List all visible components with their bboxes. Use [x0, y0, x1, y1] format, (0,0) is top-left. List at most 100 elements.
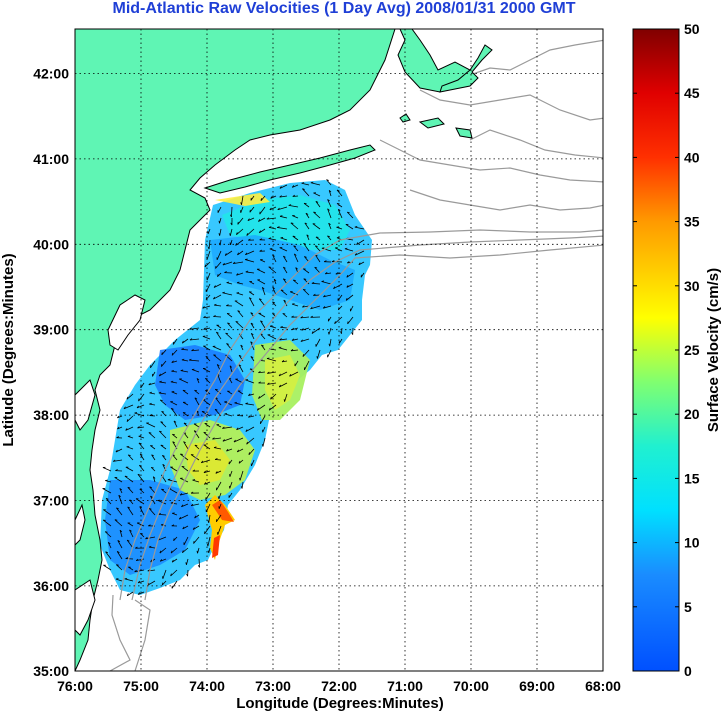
velocity-arrow-head — [335, 272, 339, 275]
velocity-arrow-head — [354, 226, 358, 228]
velocity-arrow-head — [189, 338, 193, 341]
velocity-arrow — [270, 393, 277, 400]
velocity-arrow — [102, 519, 112, 527]
velocity-arrow — [181, 359, 189, 362]
colorbar-label: Surface Velocity (cm/s) — [705, 268, 722, 432]
velocity-arrow-head — [182, 526, 185, 530]
velocity-arrow — [245, 271, 255, 274]
velocity-arrow — [312, 223, 321, 230]
velocity-arrow-head — [256, 407, 259, 411]
velocity-arrow-head — [172, 441, 176, 444]
velocity-arrow-head — [217, 274, 219, 277]
velocity-arrow-head — [240, 202, 242, 205]
velocity-arrow — [196, 378, 200, 384]
velocity-arrow — [158, 513, 167, 516]
velocity-arrow — [205, 356, 211, 362]
velocity-arrow-head — [192, 479, 196, 481]
velocity-arrow — [290, 349, 299, 352]
velocity-arrow — [107, 542, 112, 549]
velocity-arrow — [126, 393, 134, 400]
velocity-arrow — [346, 272, 354, 278]
velocity-arrow — [123, 404, 134, 410]
velocity-arrow-head — [171, 407, 174, 410]
velocity-arrow-head — [125, 557, 129, 559]
velocity-arrow-head — [327, 199, 330, 202]
velocity-arrow-head — [236, 449, 239, 453]
colorbar-tick-label: 35 — [684, 214, 700, 230]
velocity-arrow — [129, 529, 134, 538]
velocity-arrow-head — [222, 262, 225, 266]
velocity-arrow-head — [117, 415, 120, 419]
velocity-arrow-head — [137, 592, 141, 595]
velocity-arrow — [182, 401, 189, 406]
velocity-arrow — [260, 415, 266, 425]
velocity-arrow-head — [148, 545, 152, 548]
velocity-arrow-head — [321, 280, 325, 282]
velocity-arrow — [250, 356, 255, 362]
velocity-arrow-head — [266, 357, 270, 359]
velocity-arrow — [190, 454, 200, 461]
velocity-arrow — [236, 228, 244, 235]
velocity-arrow — [258, 393, 266, 399]
velocity-arrow — [310, 182, 321, 186]
velocity-arrow — [127, 591, 134, 597]
velocity-arrow-head — [283, 266, 286, 269]
velocity-arrow — [189, 327, 200, 330]
velocity-arrow-head — [346, 274, 349, 278]
velocity-arrow — [105, 498, 112, 505]
velocity-arrow — [161, 360, 167, 367]
velocity-arrow — [116, 507, 123, 516]
velocity-arrow-head — [293, 245, 297, 247]
velocity-arrow-head — [313, 293, 316, 296]
velocity-arrow-head — [313, 211, 317, 214]
velocity-arrow-head — [160, 421, 164, 423]
velocity-arrow-head — [205, 378, 208, 380]
velocity-arrow — [237, 390, 244, 395]
velocity-arrows — [102, 179, 365, 597]
velocity-arrow — [202, 399, 211, 406]
velocity-arrow — [171, 558, 178, 563]
velocity-arrow-head — [321, 247, 325, 249]
velocity-arrow-head — [236, 281, 240, 284]
velocity-arrow — [140, 382, 145, 389]
velocity-arrow — [214, 388, 222, 395]
velocity-arrow — [137, 473, 145, 483]
velocity-arrow-head — [281, 359, 285, 363]
velocity-arrow-head — [213, 315, 216, 317]
velocity-arrow — [197, 547, 200, 554]
velocity-arrow — [128, 566, 134, 571]
velocity-arrow-head — [311, 281, 315, 284]
velocity-arrow — [215, 397, 222, 406]
velocity-arrow — [266, 358, 277, 362]
velocity-arrow-head — [161, 410, 165, 413]
velocity-arrow-head — [268, 407, 271, 411]
velocity-arrow — [145, 536, 156, 540]
velocity-arrow — [262, 437, 266, 447]
velocity-arrow — [341, 327, 343, 334]
velocity-arrow-head — [302, 188, 305, 190]
velocity-arrow — [280, 326, 288, 329]
colorbar — [632, 28, 680, 672]
velocity-arrow — [313, 192, 321, 197]
velocity-arrow — [303, 268, 310, 274]
velocity-arrow-head — [248, 238, 251, 241]
velocity-arrow — [288, 204, 299, 208]
velocity-arrow-head — [213, 296, 216, 300]
velocity-arrow-head — [306, 234, 310, 237]
velocity-arrow — [171, 391, 178, 395]
velocity-arrow — [212, 346, 222, 351]
velocity-arrow — [204, 261, 211, 268]
velocity-arrow-head — [123, 406, 126, 409]
velocity-arrow-head — [261, 444, 264, 447]
velocity-arrow — [217, 206, 222, 213]
velocity-arrow-head — [283, 255, 286, 258]
velocity-arrow-head — [294, 253, 297, 256]
velocity-arrow — [214, 304, 222, 307]
velocity-arrow-head — [268, 226, 272, 228]
velocity-arrow-head — [288, 204, 292, 206]
velocity-arrow — [152, 476, 156, 483]
velocity-arrow-head — [216, 364, 220, 367]
velocity-arrow — [268, 266, 277, 274]
velocity-arrow — [279, 195, 288, 198]
velocity-arrow — [327, 316, 332, 322]
